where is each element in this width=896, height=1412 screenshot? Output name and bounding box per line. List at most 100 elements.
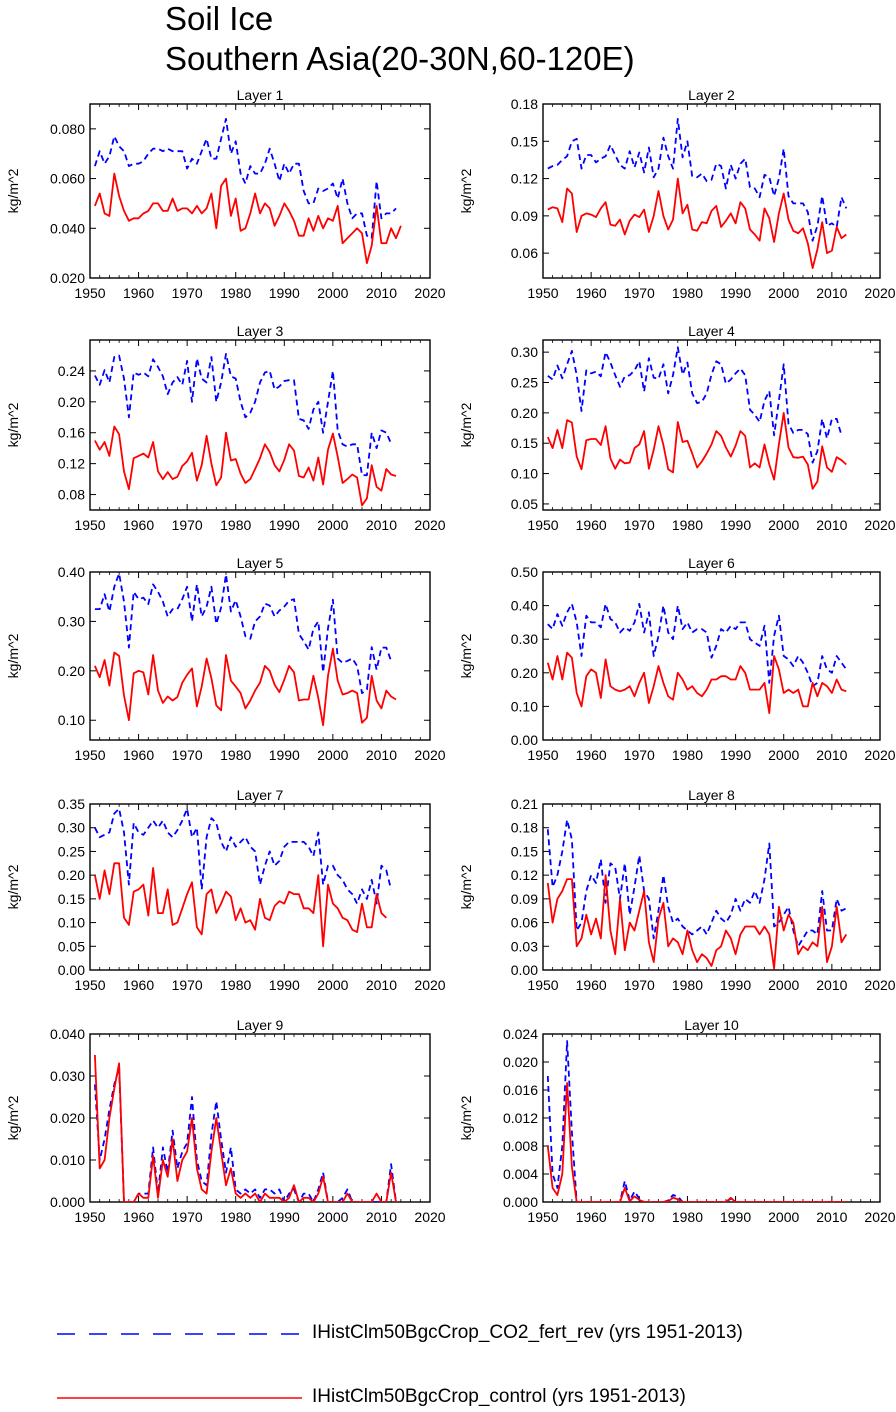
- x-tick-label: 2000: [317, 1209, 348, 1225]
- y-axis-label: kg/m^2: [458, 633, 474, 678]
- legend-label-control: IHistClm50BgcCrop_control (yrs 1951-2013…: [312, 1386, 686, 1407]
- chart-panel-10: Layer 10 1950 1960 1970 1980 1990 2000 2010 2020…: [458, 1017, 896, 1225]
- y-tick-label: 0.060: [50, 171, 85, 187]
- x-tick-label: 2020: [414, 285, 445, 301]
- series-line-control: [546, 1082, 847, 1202]
- y-tick-label: 0.15: [511, 435, 538, 451]
- legend-label-co2-fert: IHistClm50BgcCrop_CO2_fert_rev (yrs 1951…: [312, 1322, 743, 1343]
- x-tick-label: 1990: [269, 517, 300, 533]
- x-tick-label: 2010: [816, 1209, 847, 1225]
- series-line-co2-fert: [94, 807, 392, 905]
- x-tick-label: 2010: [366, 1209, 397, 1225]
- y-tick-label: 0.30: [511, 344, 538, 360]
- y-tick-label: 0.05: [58, 938, 85, 954]
- x-tick-label: 2010: [366, 747, 397, 763]
- chart-panel-3: Layer 3 1950 1960 1970 1980 1990 2000 2010 2020 0…: [5, 323, 446, 533]
- y-tick-label: 0.06: [511, 245, 538, 261]
- x-tick-label: 1970: [172, 977, 203, 993]
- x-tick-label: 1990: [269, 977, 300, 993]
- series-line-co2-fert: [546, 1040, 847, 1202]
- x-tick-label: 2010: [816, 517, 847, 533]
- y-tick-label: 0.10: [58, 712, 85, 728]
- x-tick-label: 1970: [172, 1209, 203, 1225]
- series-line-co2-fert: [94, 118, 397, 240]
- x-tick-label: 1960: [123, 977, 154, 993]
- x-tick-label: 1990: [720, 285, 751, 301]
- x-tick-label: 1980: [672, 1209, 703, 1225]
- y-tick-label: 0.08: [58, 487, 85, 503]
- x-tick-label: 1990: [720, 747, 751, 763]
- y-tick-label: 0.012: [503, 1110, 538, 1126]
- plot-frame: [542, 803, 881, 971]
- x-tick-label: 1970: [624, 747, 655, 763]
- x-tick-label: 1960: [576, 977, 607, 993]
- panel-title: Layer 8: [688, 787, 735, 803]
- y-tick-label: 0.30: [511, 631, 538, 647]
- series-line-control: [94, 647, 397, 727]
- series-line-control: [94, 425, 397, 507]
- y-tick-label: 0.09: [511, 891, 538, 907]
- x-tick-label: 2010: [816, 747, 847, 763]
- x-tick-label: 1950: [74, 977, 105, 993]
- plot-frame: [542, 339, 881, 511]
- y-tick-label: 0.024: [503, 1026, 538, 1042]
- y-tick-label: 0.30: [58, 820, 85, 836]
- x-tick-label: 1990: [269, 747, 300, 763]
- series-line-control: [94, 172, 402, 265]
- chart-panel-5: Layer 5 1950 1960 1970 1980 1990 2000 2010 2020 0…: [5, 555, 446, 763]
- y-tick-label: 0.30: [58, 613, 85, 629]
- x-tick-label: 1970: [172, 517, 203, 533]
- chart-panel-6: Layer 6 1950 1960 1970 1980 1990 2000 2010 2020 0…: [458, 555, 896, 763]
- y-tick-label: 0.20: [58, 867, 85, 883]
- plot-frame: [542, 1033, 881, 1203]
- series-line-co2-fert: [547, 118, 848, 242]
- x-tick-label: 1950: [527, 285, 558, 301]
- y-tick-label: 0.18: [511, 96, 538, 112]
- y-tick-label: 0.000: [503, 1194, 538, 1210]
- panel-title: Layer 5: [237, 555, 284, 571]
- y-axis-label: kg/m^2: [458, 168, 474, 213]
- series-line-co2-fert: [94, 1066, 397, 1202]
- x-tick-label: 1950: [74, 747, 105, 763]
- x-tick-label: 2010: [816, 977, 847, 993]
- series-line-control: [546, 874, 848, 970]
- x-tick-label: 1950: [74, 1209, 105, 1225]
- y-tick-label: 0.40: [58, 564, 85, 580]
- y-tick-label: 0.008: [503, 1138, 538, 1154]
- y-tick-label: 0.030: [50, 1068, 85, 1084]
- x-tick-label: 1950: [527, 977, 558, 993]
- chart-panel-9: Layer 9 1950 1960 1970 1980 1990 2000 2010 2020 0…: [5, 1017, 446, 1225]
- y-tick-label: 0.020: [50, 1110, 85, 1126]
- y-tick-label: 0.12: [58, 456, 85, 472]
- series-line-control: [94, 1054, 397, 1202]
- x-tick-label: 1960: [123, 517, 154, 533]
- y-axis-label: kg/m^2: [458, 402, 474, 447]
- y-axis-label: kg/m^2: [5, 1095, 21, 1140]
- y-tick-label: 0.35: [58, 796, 85, 812]
- y-tick-label: 0.09: [511, 208, 538, 224]
- panel-title: Layer 9: [237, 1017, 284, 1033]
- x-tick-label: 1970: [624, 977, 655, 993]
- y-axis-label: kg/m^2: [458, 1095, 474, 1140]
- panel-title: Layer 7: [237, 787, 284, 803]
- y-tick-label: 0.000: [50, 1194, 85, 1210]
- plot-frame: [89, 803, 431, 971]
- x-tick-label: 2000: [317, 517, 348, 533]
- chart-title: Soil Ice: [165, 0, 274, 37]
- series-line-control: [546, 411, 847, 490]
- y-tick-label: 0.06: [511, 915, 538, 931]
- x-tick-label: 1960: [576, 517, 607, 533]
- x-tick-label: 2010: [366, 517, 397, 533]
- y-tick-label: 0.00: [511, 732, 538, 748]
- series-line-co2-fert: [547, 603, 848, 688]
- series-line-control: [94, 862, 387, 948]
- x-tick-label: 1960: [123, 285, 154, 301]
- y-tick-label: 0.20: [58, 663, 85, 679]
- y-tick-label: 0.50: [511, 564, 538, 580]
- plot-frame: [89, 1033, 431, 1203]
- x-tick-label: 2020: [414, 747, 445, 763]
- x-tick-label: 2000: [768, 285, 799, 301]
- x-tick-label: 1970: [624, 1209, 655, 1225]
- plot-frame: [89, 571, 431, 741]
- y-tick-label: 0.040: [50, 1026, 85, 1042]
